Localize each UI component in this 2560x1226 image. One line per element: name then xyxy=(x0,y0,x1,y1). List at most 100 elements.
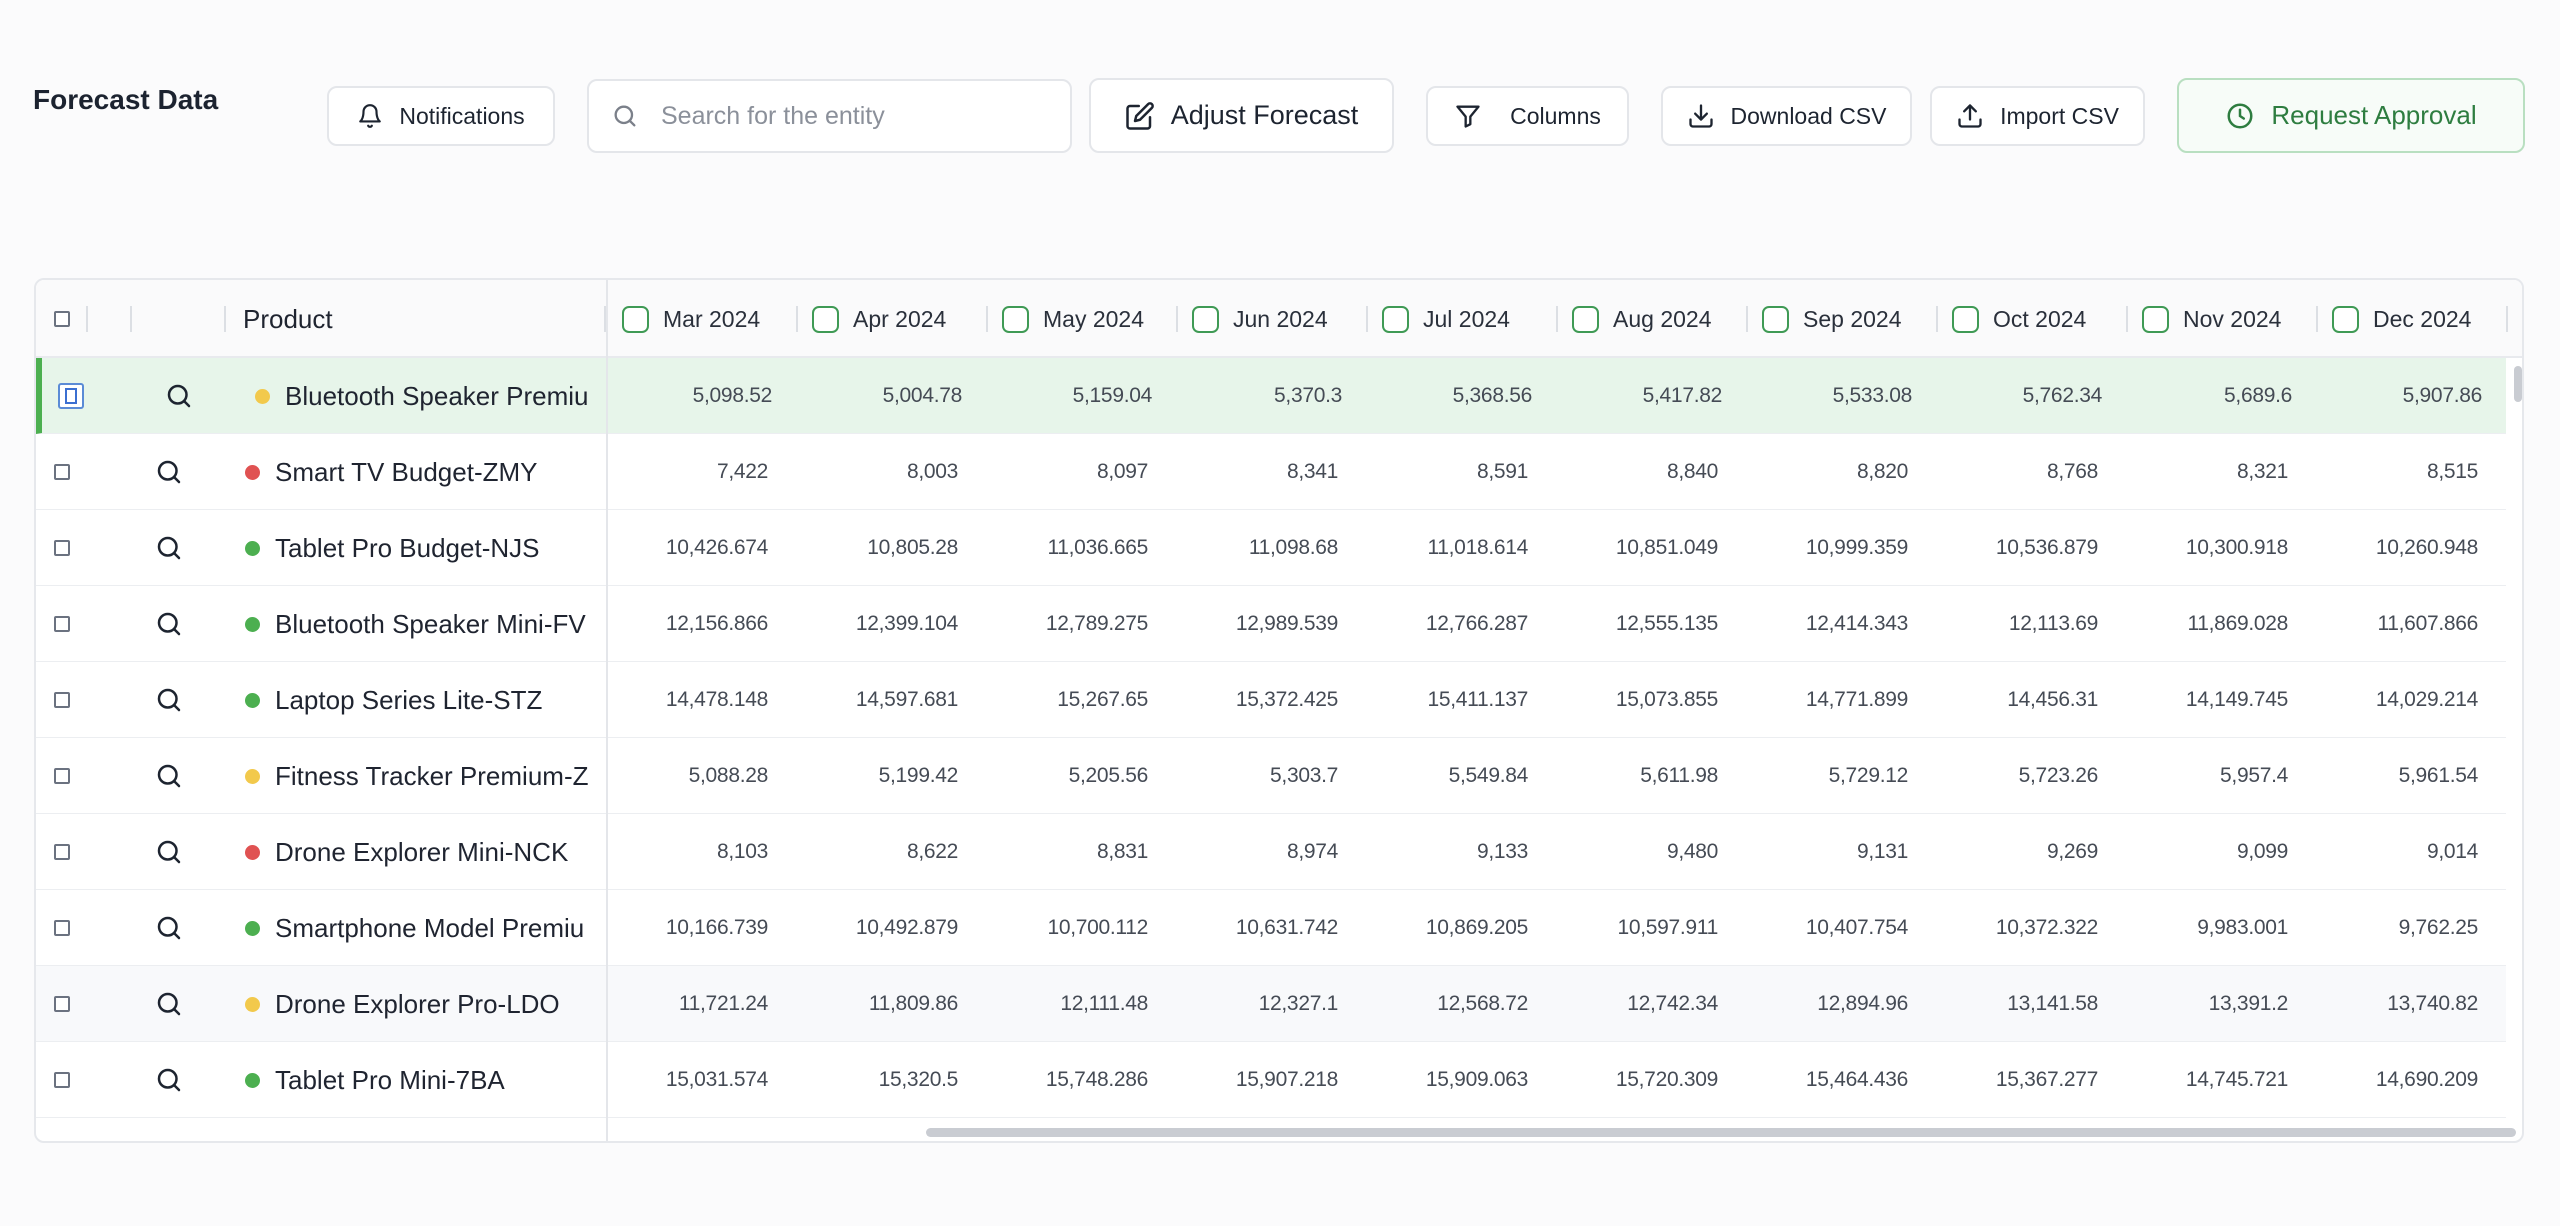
row-checkbox[interactable] xyxy=(54,996,70,1012)
month-select-checkbox[interactable] xyxy=(812,305,839,333)
product-cell[interactable]: Bluetooth Speaker Mini-FV xyxy=(245,586,603,662)
table-row[interactable]: Tablet Pro Mini-7BA 15,031.574 15,320.5 15,… xyxy=(36,1042,2506,1118)
forecast-value-cell[interactable]: 5,004.78 xyxy=(882,384,963,407)
month-column-header[interactable]: Jul 2024 xyxy=(1382,280,1510,358)
columns-button[interactable]: Columns xyxy=(1426,86,1629,146)
forecast-value-cell[interactable]: 8,831 xyxy=(1096,840,1148,863)
row-checkbox[interactable] xyxy=(54,692,70,708)
month-column-header[interactable]: Sep 2024 xyxy=(1762,280,1901,358)
forecast-value-cell[interactable]: 12,555.135 xyxy=(1615,612,1718,635)
select-all-checkbox[interactable] xyxy=(54,311,70,327)
forecast-value-cell[interactable]: 15,907.218 xyxy=(1235,1068,1338,1091)
row-inspect-cell[interactable] xyxy=(154,814,184,890)
forecast-value-cell[interactable]: 12,327.1 xyxy=(1258,992,1339,1015)
forecast-value-cell[interactable]: 9,983.001 xyxy=(2197,916,2288,939)
forecast-value-cell[interactable]: 5,957.4 xyxy=(2220,764,2288,787)
forecast-value-cell[interactable]: 9,762.25 xyxy=(2398,916,2479,939)
product-cell[interactable]: Fitness Tracker Premium-Z xyxy=(245,738,603,814)
product-cell[interactable]: Bluetooth Speaker Premiu xyxy=(255,358,609,434)
forecast-value-cell[interactable]: 11,721.24 xyxy=(678,992,768,1015)
forecast-value-cell[interactable]: 12,414.343 xyxy=(1805,612,1908,635)
row-checkbox[interactable] xyxy=(54,768,70,784)
row-search-icon[interactable] xyxy=(154,913,184,943)
row-checkbox[interactable] xyxy=(54,1072,70,1088)
forecast-value-cell[interactable]: 5,205.56 xyxy=(1068,764,1149,787)
forecast-value-cell[interactable]: 8,321 xyxy=(2236,460,2288,483)
product-cell[interactable]: Tablet Pro Mini-7BA xyxy=(245,1042,603,1118)
forecast-value-cell[interactable]: 11,809.86 xyxy=(868,992,958,1015)
forecast-value-cell[interactable]: 14,690.209 xyxy=(2375,1068,2478,1091)
forecast-value-cell[interactable]: 8,341 xyxy=(1286,460,1338,483)
table-row[interactable]: Drone Explorer Mini-NCK 8,103 8,622 8,831 8,… xyxy=(36,814,2506,890)
row-inspect-cell[interactable] xyxy=(154,890,184,966)
table-row[interactable]: Fitness Tracker Premium-Z 5,088.28 5,199.4… xyxy=(36,738,2506,814)
forecast-value-cell[interactable]: 12,399.104 xyxy=(855,612,958,635)
forecast-value-cell[interactable]: 15,073.855 xyxy=(1615,688,1718,711)
forecast-value-cell[interactable]: 8,103 xyxy=(716,840,768,863)
forecast-value-cell[interactable]: 10,869.205 xyxy=(1425,916,1528,939)
forecast-value-cell[interactable]: 8,591 xyxy=(1476,460,1528,483)
forecast-value-cell[interactable]: 12,766.287 xyxy=(1425,612,1528,635)
forecast-value-cell[interactable]: 5,370.3 xyxy=(1274,384,1342,407)
row-inspect-cell[interactable] xyxy=(154,434,184,510)
horizontal-scrollbar[interactable] xyxy=(36,1123,2522,1141)
forecast-value-cell[interactable]: 11,098.68 xyxy=(1248,536,1338,559)
forecast-value-cell[interactable]: 5,098.52 xyxy=(692,384,773,407)
adjust-forecast-button[interactable]: Adjust Forecast xyxy=(1089,78,1394,153)
table-row[interactable]: Tablet Pro Budget-NJS 10,426.674 10,805.28… xyxy=(36,510,2506,586)
forecast-value-cell[interactable]: 14,456.31 xyxy=(2007,688,2098,711)
table-row[interactable]: Smartphone Model Premiu 10,166.739 10,492.… xyxy=(36,890,2506,966)
forecast-value-cell[interactable]: 9,480 xyxy=(1666,840,1718,863)
month-select-checkbox[interactable] xyxy=(1002,305,1029,333)
forecast-value-cell[interactable]: 10,300.918 xyxy=(2185,536,2288,559)
search-box[interactable] xyxy=(587,79,1072,153)
forecast-value-cell[interactable]: 5,199.42 xyxy=(878,764,959,787)
forecast-value-cell[interactable]: 15,720.309 xyxy=(1615,1068,1718,1091)
row-inspect-cell[interactable] xyxy=(164,358,194,434)
row-inspect-cell[interactable] xyxy=(154,510,184,586)
row-search-icon[interactable] xyxy=(154,1065,184,1095)
row-search-icon[interactable] xyxy=(154,761,184,791)
forecast-value-cell[interactable]: 12,113.69 xyxy=(2008,612,2098,635)
forecast-value-cell[interactable]: 11,607.866 xyxy=(2377,612,2478,635)
month-select-checkbox[interactable] xyxy=(622,305,649,333)
month-column-header[interactable]: Nov 2024 xyxy=(2142,280,2281,358)
download-csv-button[interactable]: Download CSV xyxy=(1661,86,1912,146)
table-row[interactable]: Bluetooth Speaker Premiu 5,098.52 5,004.78… xyxy=(36,358,2506,434)
month-select-checkbox[interactable] xyxy=(2142,305,2169,333)
forecast-value-cell[interactable]: 9,099 xyxy=(2236,840,2288,863)
month-column-header[interactable]: Mar 2024 xyxy=(622,280,760,358)
forecast-value-cell[interactable]: 12,894.96 xyxy=(1817,992,1908,1015)
forecast-value-cell[interactable]: 12,742.34 xyxy=(1627,992,1718,1015)
forecast-value-cell[interactable]: 8,515 xyxy=(2426,460,2478,483)
forecast-value-cell[interactable]: 5,159.04 xyxy=(1072,384,1153,407)
forecast-value-cell[interactable]: 13,740.82 xyxy=(2387,992,2478,1015)
forecast-value-cell[interactable]: 9,131 xyxy=(1856,840,1908,863)
forecast-value-cell[interactable]: 5,368.56 xyxy=(1452,384,1533,407)
forecast-value-cell[interactable]: 10,426.674 xyxy=(665,536,768,559)
forecast-value-cell[interactable]: 13,391.2 xyxy=(2208,992,2289,1015)
forecast-value-cell[interactable]: 10,631.742 xyxy=(1235,916,1338,939)
horizontal-scroll-thumb[interactable] xyxy=(926,1128,2516,1137)
row-checkbox[interactable] xyxy=(54,540,70,556)
forecast-value-cell[interactable]: 11,869.028 xyxy=(2187,612,2288,635)
forecast-value-cell[interactable]: 10,372.322 xyxy=(1995,916,2098,939)
month-select-checkbox[interactable] xyxy=(1952,305,1979,333)
forecast-value-cell[interactable]: 15,464.436 xyxy=(1805,1068,1908,1091)
row-search-icon[interactable] xyxy=(154,533,184,563)
forecast-value-cell[interactable]: 8,820 xyxy=(1856,460,1908,483)
forecast-value-cell[interactable]: 10,805.28 xyxy=(867,536,958,559)
row-checkbox[interactable] xyxy=(54,920,70,936)
forecast-value-cell[interactable]: 10,166.739 xyxy=(665,916,768,939)
forecast-value-cell[interactable]: 5,729.12 xyxy=(1828,764,1909,787)
forecast-value-cell[interactable]: 15,411.137 xyxy=(1427,688,1528,711)
forecast-value-cell[interactable]: 10,492.879 xyxy=(855,916,958,939)
table-row[interactable]: Bluetooth Speaker Mini-FV 12,156.866 12,39… xyxy=(36,586,2506,662)
month-select-checkbox[interactable] xyxy=(1572,305,1599,333)
forecast-value-cell[interactable]: 9,269 xyxy=(2046,840,2098,863)
forecast-value-cell[interactable]: 10,407.754 xyxy=(1805,916,1908,939)
month-column-header[interactable]: Aug 2024 xyxy=(1572,280,1711,358)
forecast-value-cell[interactable]: 10,597.911 xyxy=(1617,916,1718,939)
product-cell[interactable]: Smartphone Model Premiu xyxy=(245,890,603,966)
forecast-value-cell[interactable]: 8,974 xyxy=(1286,840,1338,863)
